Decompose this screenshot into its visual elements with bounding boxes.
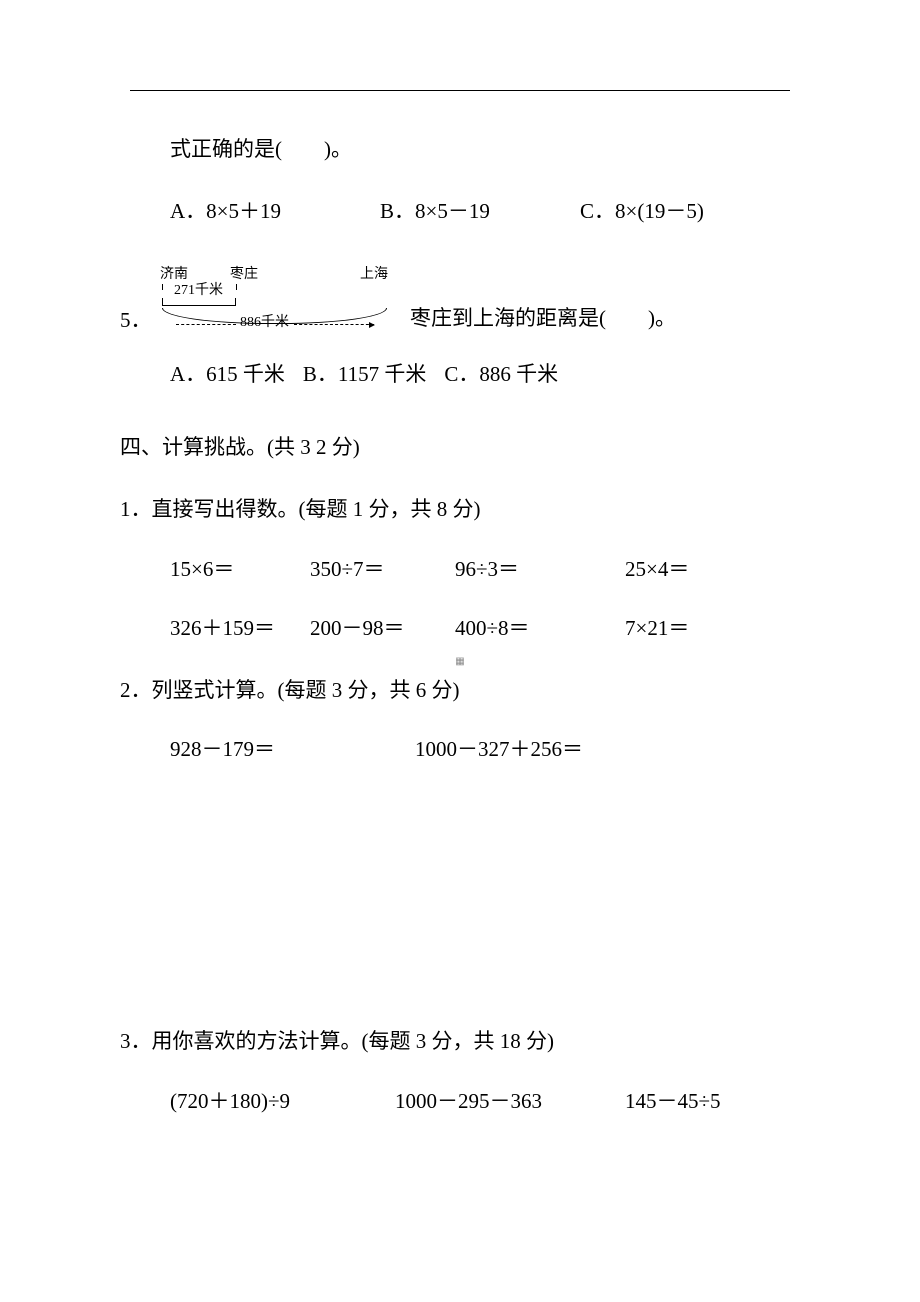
q4-option-c: C．8×(19－5) [580, 195, 704, 229]
q4-tail-line: 式正确的是( )。 [120, 133, 800, 167]
distance-diagram: 济南 枣庄 上海 271千米 886千米 [160, 268, 400, 338]
q5-number: 5． [120, 256, 160, 338]
calc-2-4: 7×21＝ [625, 612, 689, 646]
diagram-city-shanghai: 上海 [360, 268, 388, 282]
workspace-gap [120, 767, 800, 997]
q4-options: A．8×5＋19 B．8×5－19 C．8×(19－5) [120, 195, 800, 229]
calc-2-2: 200－98＝ [310, 612, 455, 646]
vertical-calc-row: 928－179＝ 1000－327＋256＝ [120, 733, 800, 767]
q5-line: 5． 济南 枣庄 上海 271千米 886千米 枣庄到上海的距离是( )。 [120, 256, 800, 338]
calc-1-3: 96÷3＝ [455, 553, 625, 587]
calc-row-2: 326＋159＝ 200－98＝ 400÷8＝ 7×21＝ [120, 612, 800, 646]
diagram-city-jinan: 济南 [160, 268, 188, 282]
diagram-city-zaozhuang: 枣庄 [230, 268, 258, 282]
calc-1-4: 25×4＝ [625, 553, 689, 587]
diagram-dist-886: 886千米 [240, 316, 289, 330]
sub-q1-title: 1．直接写出得数。(每题 1 分，共 8 分) [120, 493, 800, 527]
calc-2-1: 326＋159＝ [170, 612, 310, 646]
method-calc-1: (720＋180)÷9 [170, 1085, 395, 1119]
q5-options: A．615 千米 B．1157 千米 C．886 千米 [120, 358, 800, 392]
diagram-dist-271: 271千米 [174, 284, 223, 298]
section-4-heading: 四、计算挑战。(共 3 2 分) [120, 431, 800, 465]
vert-calc-1: 928－179＝ [170, 733, 415, 767]
q5-tail-text: 枣庄到上海的距离是( )。 [400, 302, 676, 338]
diagram-tick-mid [236, 284, 237, 290]
q4-option-a: A．8×5＋19 [170, 195, 380, 229]
q4-option-b: B．8×5－19 [380, 195, 580, 229]
sub-q2-title: 2．列竖式计算。(每题 3 分，共 6 分) [120, 674, 800, 708]
method-calc-row: (720＋180)÷9 1000－295－363 145－45÷5 [120, 1085, 800, 1119]
method-calc-3: 145－45÷5 [625, 1085, 721, 1119]
q5-option-a: A．615 千米 [170, 358, 285, 392]
q5-option-c: C．886 千米 [444, 358, 558, 392]
footer-watermark-icon: ▦ [455, 654, 464, 670]
diagram-dash-left [176, 324, 236, 325]
diagram-bracket-small [162, 298, 236, 306]
calc-1-1: 15×6＝ [170, 553, 310, 587]
method-calc-2: 1000－295－363 [395, 1085, 625, 1119]
page-content: 式正确的是( )。 A．8×5＋19 B．8×5－19 C．8×(19－5) 5… [0, 0, 920, 1158]
calc-2-3: 400÷8＝ [455, 612, 625, 646]
diagram-tick-left [162, 284, 163, 290]
diagram-dash-right [294, 324, 374, 325]
calc-row-1: 15×6＝ 350÷7＝ 96÷3＝ 25×4＝ [120, 553, 800, 587]
vert-calc-2: 1000－327＋256＝ [415, 733, 583, 767]
sub-q3-title: 3．用你喜欢的方法计算。(每题 3 分，共 18 分) [120, 1025, 800, 1059]
calc-1-2: 350÷7＝ [310, 553, 455, 587]
top-horizontal-rule [130, 90, 790, 91]
q5-option-b: B．1157 千米 [303, 358, 426, 392]
